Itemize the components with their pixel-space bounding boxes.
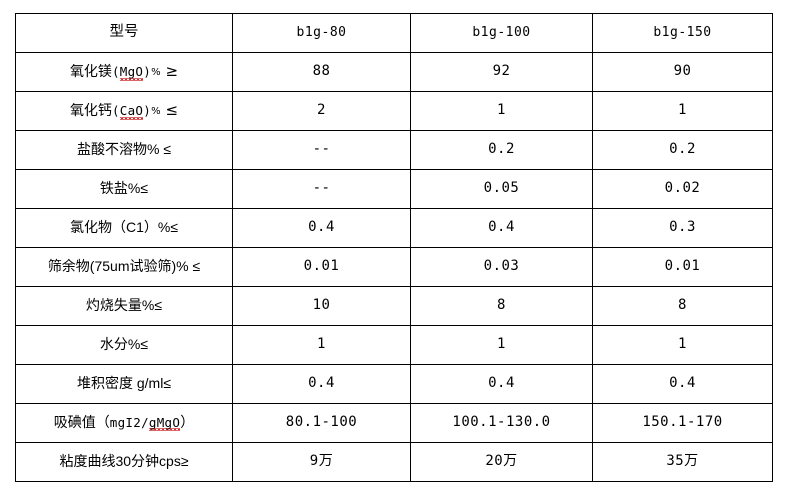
cell-value: 0.3 [592,208,773,248]
column-header-b1g-100: b1g-100 [410,13,593,53]
table-row: 吸碘值（mgI2/gMgO） 80.1-100 100.1-130.0 150.… [15,403,773,443]
param-paren-close: ） [180,413,195,430]
cell-value: 35万 [592,442,773,482]
cell-value: 9万 [232,442,411,482]
column-header-b1g-150: b1g-150 [592,13,773,53]
param-text-cjk: 吸碘值（ [53,413,110,430]
param-label-iodine-absorption: 吸碘值（mgI2/gMgO） [15,403,233,443]
table-row: 灼烧失量%≤ 10 8 8 [15,286,773,326]
cell-value: 100.1-130.0 [410,403,593,443]
cell-value: 0.4 [232,364,411,404]
cell-value: 0.2 [592,130,773,170]
cell-value: 150.1-170 [592,403,773,443]
table-row: 堆积密度 g/ml≤ 0.4 0.4 0.4 [15,364,773,404]
table-row: 粘度曲线30分钟cps≥ 9万 20万 35万 [15,442,773,482]
cell-value: 0.03 [410,247,593,287]
cell-value: 10 [232,286,411,326]
table-row: 氧化镁(MgO)% ≥ 88 92 90 [15,52,773,92]
param-misspelled-gmgo: gMgO [148,414,181,430]
param-unit-prefix: mgI2/ [109,414,149,430]
cell-value: -- [232,169,411,209]
param-label-chloride: 氯化物（C1）%≤ [15,208,233,248]
cell-value: 0.2 [410,130,593,170]
param-label-bulk-density: 堆积密度 g/ml≤ [15,364,233,404]
param-text-cjk: 氧化镁 [69,63,112,80]
param-label-iron-salt: 铁盐%≤ [15,169,233,209]
table-row: 铁盐%≤ -- 0.05 0.02 [15,169,773,209]
param-label-magnesium-oxide: 氧化镁(MgO)% ≥ [15,52,233,92]
param-paren-open: ( [111,64,120,80]
cell-value: 0.4 [410,364,593,404]
column-header-model: 型号 [15,13,233,53]
cell-value: 80.1-100 [232,403,411,443]
param-comparator: ≥ [165,62,179,81]
cell-value: 0.01 [592,247,773,287]
cell-value: 0.01 [232,247,411,287]
table-row: 筛余物(75um试验筛)% ≤ 0.01 0.03 0.01 [15,247,773,287]
table-row: 盐酸不溶物% ≤ -- 0.2 0.2 [15,130,773,170]
cell-value: -- [232,130,411,170]
param-label-viscosity-curve: 粘度曲线30分钟cps≥ [15,442,233,482]
cell-value: 1 [592,325,773,365]
cell-value: 0.05 [410,169,593,209]
param-label-sieve-residue: 筛余物(75um试验筛)% ≤ [15,247,233,287]
cell-value: 20万 [410,442,593,482]
param-label-hcl-insoluble: 盐酸不溶物% ≤ [15,130,233,170]
table-row: 氧化钙(CaO)% ≤ 2 1 1 [15,91,773,131]
cell-value: 0.4 [592,364,773,404]
param-percent-sign: % [151,106,161,118]
cell-value: 0.02 [592,169,773,209]
cell-value: 8 [410,286,593,326]
param-misspelled-cao: CaO [119,103,144,119]
param-percent-sign: % [151,67,161,79]
param-label-calcium-oxide: 氧化钙(CaO)% ≤ [15,91,233,131]
cell-value: 2 [232,91,411,131]
table-row: 水分%≤ 1 1 1 [15,325,773,365]
cell-value: 88 [232,52,411,92]
column-header-b1g-80: b1g-80 [232,13,411,53]
cell-value: 0.4 [232,208,411,248]
cell-value: 1 [410,325,593,365]
param-misspelled-mgo: MgO [119,64,144,80]
cell-value: 1 [232,325,411,365]
cell-value: 1 [410,91,593,131]
param-text-cjk: 氧化钙 [69,102,112,119]
table-header-row: 型号 b1g-80 b1g-100 b1g-150 [15,13,773,53]
cell-value: 1 [592,91,773,131]
cell-value: 90 [592,52,773,92]
param-paren-open: ( [111,103,120,119]
param-paren-close: ) [143,103,152,119]
table-row: 氯化物（C1）%≤ 0.4 0.4 0.3 [15,208,773,248]
param-label-moisture: 水分%≤ [15,325,233,365]
param-paren-close: ) [143,64,152,80]
cell-value: 0.4 [410,208,593,248]
param-comparator: ≤ [165,101,179,120]
cell-value: 8 [592,286,773,326]
product-spec-table: 型号 b1g-80 b1g-100 b1g-150 氧化镁(MgO)% ≥ 88… [15,13,773,482]
cell-value: 92 [410,52,593,92]
param-label-loss-on-ignition: 灼烧失量%≤ [15,286,233,326]
